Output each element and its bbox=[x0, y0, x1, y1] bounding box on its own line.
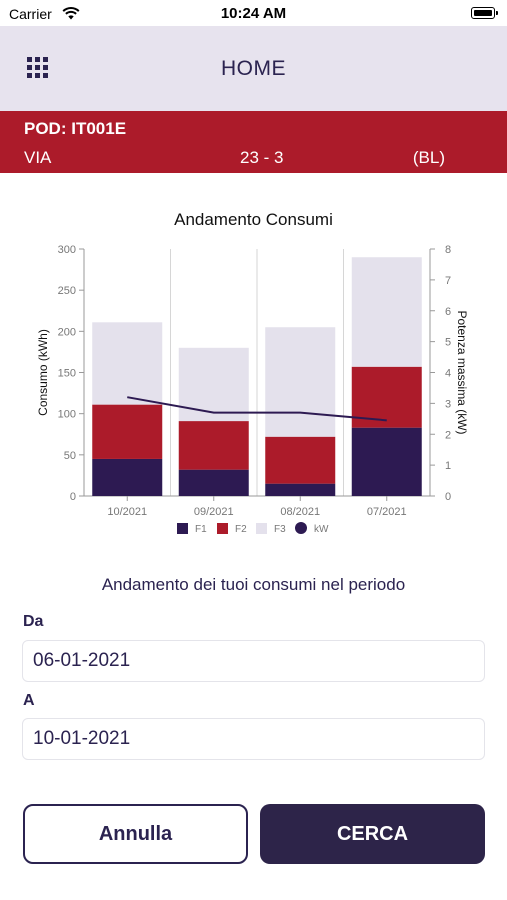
y2-tick-label: 5 bbox=[445, 337, 451, 349]
from-date-input[interactable] bbox=[23, 641, 484, 681]
y2-tick-label: 7 bbox=[445, 275, 451, 287]
wifi-icon bbox=[62, 7, 80, 20]
bar-f1 bbox=[92, 458, 163, 496]
to-date-label: A bbox=[23, 692, 35, 709]
consumption-chart: 0 50 100 150 200 250 300 0 1 2 3 4 5 6 7 8 Consumo (kWh)… bbox=[36, 244, 469, 535]
legend-label: F1 bbox=[195, 524, 207, 535]
legend-label: F2 bbox=[235, 524, 247, 535]
pod-title: POD: IT001E bbox=[24, 119, 127, 138]
battery-icon bbox=[471, 7, 498, 19]
y-tick-label: 50 bbox=[64, 450, 76, 462]
y2-tick-label: 6 bbox=[445, 306, 451, 318]
cancel-button[interactable]: Annulla bbox=[23, 804, 248, 864]
legend-swatch-f1 bbox=[177, 523, 188, 534]
bar-f1 bbox=[351, 427, 422, 496]
y-tick-label: 300 bbox=[58, 244, 76, 256]
y-tick-label: 200 bbox=[58, 326, 76, 338]
bar-f2 bbox=[92, 404, 163, 459]
x-tick-label: 10/2021 bbox=[107, 506, 147, 518]
grid-menu-icon[interactable] bbox=[27, 57, 49, 79]
pod-banner: POD: IT001E VIA 23 - 3 (BL) bbox=[0, 111, 507, 173]
page-title: HOME bbox=[221, 57, 286, 80]
status-time: 10:24 AM bbox=[220, 5, 287, 22]
y2-tick-label: 3 bbox=[445, 398, 451, 410]
x-tick-label: 07/2021 bbox=[367, 506, 407, 518]
x-tick-label: 08/2021 bbox=[280, 506, 320, 518]
pod-province: (BL) bbox=[412, 148, 445, 167]
bar-f1 bbox=[178, 469, 249, 496]
legend-swatch-f2 bbox=[217, 523, 228, 534]
pod-number: 23 - 3 bbox=[240, 148, 284, 167]
bar-f3 bbox=[351, 257, 422, 367]
legend-label: kW bbox=[314, 524, 329, 535]
y-tick-label: 250 bbox=[58, 285, 76, 297]
to-date-field[interactable] bbox=[22, 718, 485, 760]
y2-tick-label: 8 bbox=[445, 244, 451, 256]
y-tick-label: 150 bbox=[58, 368, 76, 380]
y-axis-label: Consumo (kWh) bbox=[36, 329, 50, 416]
legend-swatch-kw bbox=[295, 522, 307, 534]
y2-tick-label: 1 bbox=[445, 460, 451, 472]
bar-f3 bbox=[92, 322, 163, 405]
y2-axis-label: Potenza massima (kW) bbox=[455, 310, 469, 434]
bar-f3 bbox=[265, 327, 336, 437]
y2-tick-label: 0 bbox=[445, 491, 451, 503]
y2-tick-label: 2 bbox=[445, 429, 451, 441]
y-tick-label: 0 bbox=[70, 491, 76, 503]
bar-f2 bbox=[265, 436, 336, 484]
nav-bar: HOME bbox=[0, 26, 507, 111]
legend-swatch-f3 bbox=[256, 523, 267, 534]
line-kw bbox=[127, 396, 387, 422]
legend-label: F3 bbox=[274, 524, 286, 535]
carrier-label: Carrier bbox=[9, 6, 52, 22]
chart-title: Andamento Consumi bbox=[174, 210, 333, 229]
to-date-input[interactable] bbox=[23, 719, 484, 759]
search-button[interactable]: CERCA bbox=[260, 804, 485, 864]
bar-f2 bbox=[178, 421, 249, 470]
period-section-title: Andamento dei tuoi consumi nel periodo bbox=[101, 575, 406, 594]
pod-street: VIA bbox=[24, 148, 52, 167]
x-tick-label: 09/2021 bbox=[194, 506, 234, 518]
y-tick-label: 100 bbox=[58, 409, 76, 421]
from-date-field[interactable] bbox=[22, 640, 485, 682]
y2-tick-label: 4 bbox=[445, 368, 451, 380]
from-date-label: Da bbox=[23, 613, 44, 630]
bar-f1 bbox=[265, 483, 336, 496]
status-bar: Carrier 10:24 AM bbox=[0, 0, 507, 26]
bar-f3 bbox=[178, 347, 249, 422]
